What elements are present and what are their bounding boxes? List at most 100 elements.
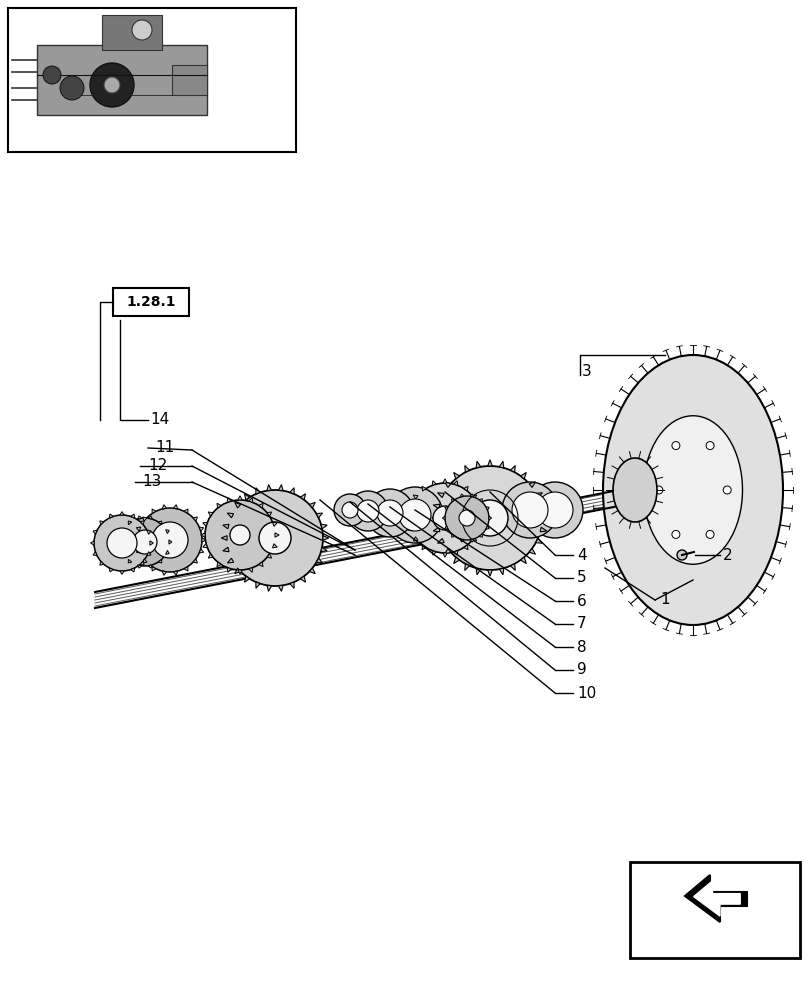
Polygon shape	[227, 513, 234, 518]
Polygon shape	[529, 549, 535, 554]
Polygon shape	[422, 486, 426, 491]
Circle shape	[526, 482, 582, 538]
Polygon shape	[444, 482, 450, 487]
Polygon shape	[128, 521, 131, 525]
Polygon shape	[431, 481, 436, 485]
Circle shape	[90, 63, 134, 107]
Polygon shape	[478, 534, 482, 537]
Polygon shape	[488, 516, 491, 520]
Polygon shape	[109, 514, 114, 518]
Polygon shape	[444, 549, 450, 554]
Polygon shape	[433, 504, 440, 509]
Circle shape	[376, 500, 402, 526]
Circle shape	[227, 490, 323, 586]
Polygon shape	[136, 549, 140, 553]
Circle shape	[671, 530, 679, 538]
Bar	[102, 15, 162, 50]
Text: 14: 14	[150, 412, 169, 428]
Text: 6: 6	[577, 593, 586, 608]
Circle shape	[387, 487, 443, 543]
Polygon shape	[413, 495, 418, 499]
Circle shape	[104, 77, 120, 93]
Polygon shape	[267, 585, 271, 591]
Polygon shape	[217, 562, 221, 567]
Polygon shape	[193, 559, 197, 563]
Polygon shape	[152, 509, 156, 513]
Polygon shape	[422, 545, 426, 550]
Polygon shape	[120, 512, 124, 515]
Polygon shape	[158, 559, 161, 563]
Polygon shape	[222, 547, 229, 552]
Polygon shape	[323, 536, 328, 540]
Polygon shape	[463, 486, 467, 491]
Polygon shape	[131, 568, 135, 572]
Circle shape	[444, 496, 488, 540]
Circle shape	[357, 500, 379, 522]
Text: 1: 1	[659, 592, 669, 607]
Polygon shape	[244, 494, 249, 500]
Polygon shape	[91, 541, 94, 545]
Circle shape	[138, 508, 202, 572]
Polygon shape	[152, 567, 156, 571]
Circle shape	[536, 492, 573, 528]
Circle shape	[152, 522, 188, 558]
Polygon shape	[100, 521, 104, 525]
Polygon shape	[173, 505, 178, 509]
Polygon shape	[290, 488, 294, 494]
Text: 1.28.1: 1.28.1	[126, 295, 175, 309]
Polygon shape	[475, 461, 480, 468]
Polygon shape	[300, 576, 305, 582]
Ellipse shape	[612, 458, 656, 522]
Polygon shape	[451, 534, 454, 537]
Circle shape	[60, 76, 84, 100]
Polygon shape	[193, 517, 197, 521]
Text: 8: 8	[577, 640, 586, 654]
Polygon shape	[148, 565, 152, 568]
Polygon shape	[234, 502, 240, 508]
Text: 10: 10	[577, 686, 595, 700]
Polygon shape	[136, 527, 140, 531]
Polygon shape	[485, 526, 488, 529]
Polygon shape	[93, 552, 97, 556]
Polygon shape	[442, 553, 447, 557]
Polygon shape	[259, 562, 263, 567]
Polygon shape	[227, 568, 231, 572]
Polygon shape	[529, 482, 535, 487]
Polygon shape	[165, 530, 169, 534]
Polygon shape	[248, 498, 252, 502]
Bar	[629, 862, 799, 958]
Polygon shape	[147, 552, 151, 556]
Polygon shape	[100, 561, 104, 565]
Polygon shape	[309, 568, 315, 574]
Polygon shape	[202, 538, 205, 542]
Polygon shape	[477, 527, 482, 531]
Text: 13: 13	[142, 475, 161, 489]
Polygon shape	[158, 521, 161, 525]
Circle shape	[458, 510, 474, 526]
Circle shape	[341, 502, 358, 518]
Polygon shape	[227, 498, 231, 502]
Polygon shape	[487, 570, 491, 576]
Polygon shape	[267, 554, 272, 558]
Polygon shape	[147, 530, 151, 534]
Circle shape	[671, 442, 679, 450]
Polygon shape	[184, 509, 187, 513]
Polygon shape	[520, 557, 526, 564]
Polygon shape	[444, 526, 448, 529]
Circle shape	[132, 20, 152, 40]
Polygon shape	[121, 530, 124, 534]
Polygon shape	[217, 503, 221, 508]
Polygon shape	[460, 494, 463, 497]
Polygon shape	[477, 505, 482, 509]
Polygon shape	[442, 516, 444, 520]
Polygon shape	[444, 507, 448, 510]
Polygon shape	[437, 538, 444, 543]
Polygon shape	[227, 558, 234, 563]
Polygon shape	[248, 568, 252, 572]
Polygon shape	[109, 568, 114, 572]
Polygon shape	[453, 557, 459, 564]
Polygon shape	[222, 524, 229, 529]
Circle shape	[259, 522, 290, 554]
Polygon shape	[267, 485, 271, 491]
Circle shape	[471, 500, 508, 536]
